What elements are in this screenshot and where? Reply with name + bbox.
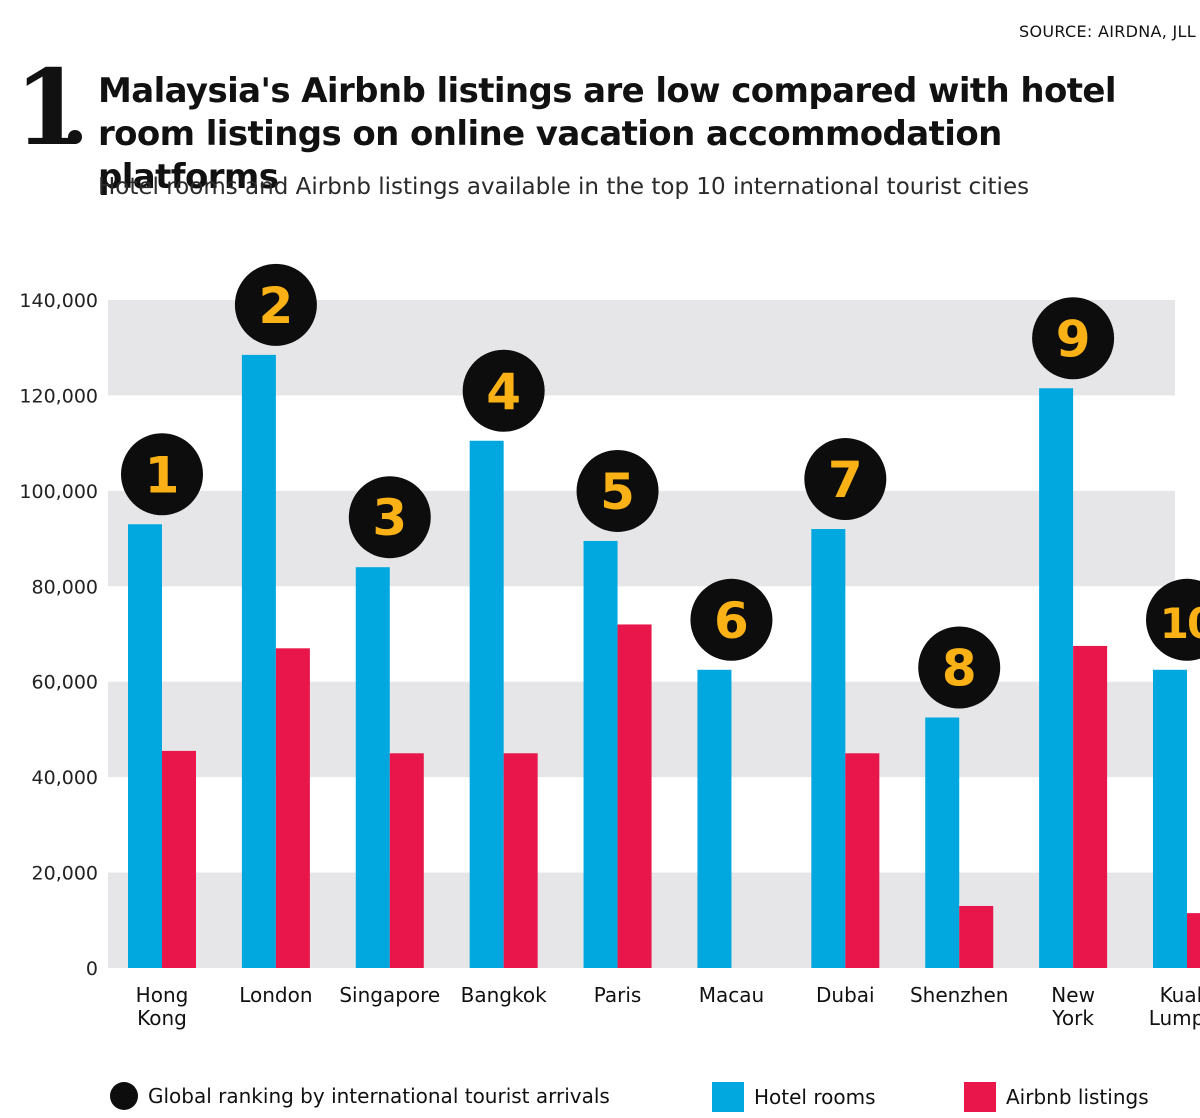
x-tick-label: Dubai: [816, 983, 875, 1007]
x-tick-label: Bangkok: [461, 983, 547, 1007]
bar-airbnb-listings: [845, 753, 880, 968]
bar-airbnb-listings: [503, 753, 538, 968]
bar-airbnb-listings: [389, 753, 424, 968]
bar-hotel-rooms: [355, 567, 390, 968]
ranking-badge-number: 5: [600, 463, 635, 521]
bar-hotel-rooms: [925, 717, 960, 968]
ranking-badge: [1032, 297, 1115, 380]
x-tick-label: Kuala: [1160, 983, 1200, 1007]
x-tick-label: York: [1051, 1006, 1094, 1030]
y-tick-label: 140,000: [19, 290, 98, 312]
ranking-badge: [121, 433, 203, 516]
bar-airbnb-listings: [959, 905, 994, 968]
ranking-badge-number: 9: [1056, 310, 1091, 368]
bar-hotel-rooms: [241, 354, 276, 968]
legend-airbnb-label: Airbnb listings: [1006, 1085, 1149, 1109]
legend-airbnb: Airbnb listings: [964, 1082, 1149, 1112]
y-tick-label: 80,000: [32, 576, 98, 598]
bar-airbnb-listings: [275, 648, 310, 968]
bar-airbnb-listings: [1073, 645, 1108, 968]
ranking-badge-number: 4: [486, 363, 521, 421]
source-note: SOURCE: AIRDNA, JLL: [1019, 22, 1196, 41]
bar-airbnb-listings: [1187, 913, 1200, 968]
legend-ranking-swatch: [110, 1082, 138, 1110]
y-tick-label: 40,000: [32, 767, 98, 789]
ranking-badge-number: 7: [828, 451, 863, 509]
bar-airbnb-listings: [162, 750, 196, 968]
ranking-badge: [1146, 578, 1200, 661]
x-tick-label: Macau: [699, 983, 764, 1007]
ranking-badge-number: 8: [942, 640, 977, 698]
legend-ranking: Global ranking by international tourist …: [110, 1082, 610, 1110]
bar-airbnb-listings: [617, 624, 652, 968]
x-tick-label: London: [239, 983, 312, 1007]
ranking-badge: [576, 449, 659, 532]
ranking-badge: [348, 476, 431, 559]
y-tick-label: 20,000: [32, 863, 98, 885]
legend-airbnb-swatch: [964, 1082, 996, 1112]
legend-hotel-swatch: [712, 1082, 744, 1112]
ranking-badge: [462, 349, 545, 432]
y-tick-label: 120,000: [19, 385, 98, 407]
ranking-badge-number: 2: [258, 277, 293, 335]
legend-hotel: Hotel rooms: [712, 1082, 876, 1112]
section-number-dot: [68, 130, 82, 144]
ranking-badge-number: 1: [145, 446, 180, 504]
chart-title: Malaysia's Airbnb listings are low compa…: [98, 71, 1117, 197]
ranking-badge-number: 6: [714, 592, 749, 650]
bar-hotel-rooms: [469, 440, 504, 968]
ranking-badge: [234, 263, 317, 346]
x-tick-label: Singapore: [339, 983, 440, 1007]
bar-hotel-rooms: [811, 529, 846, 968]
x-tick-label: New: [1051, 983, 1095, 1007]
bar-hotel-rooms: [128, 524, 162, 968]
ranking-badge: [690, 578, 773, 661]
bar-hotel-rooms: [583, 540, 618, 968]
y-tick-label: 0: [86, 958, 98, 980]
x-tick-label: Lumpur: [1149, 1006, 1200, 1030]
x-tick-label: Kong: [137, 1006, 187, 1030]
x-tick-label: Paris: [594, 983, 642, 1007]
x-tick-label: Hong: [136, 983, 189, 1007]
bar-hotel-rooms: [1153, 669, 1187, 968]
y-tick-label: 100,000: [19, 481, 98, 503]
bar-hotel-rooms: [697, 669, 732, 968]
chart-subtitle: Hotel rooms and Airbnb listings availabl…: [98, 174, 1030, 200]
bar-hotel-rooms: [1039, 388, 1074, 968]
ranking-badge: [918, 626, 1001, 709]
ranking-badge-number: 10: [1160, 599, 1200, 648]
x-tick-label: Shenzhen: [910, 983, 1009, 1007]
ranking-badge: [804, 438, 887, 521]
y-tick-label: 60,000: [32, 672, 98, 694]
legend-ranking-label: Global ranking by international tourist …: [148, 1084, 610, 1108]
ranking-badge-number: 3: [372, 489, 407, 547]
legend-hotel-label: Hotel rooms: [754, 1085, 876, 1109]
